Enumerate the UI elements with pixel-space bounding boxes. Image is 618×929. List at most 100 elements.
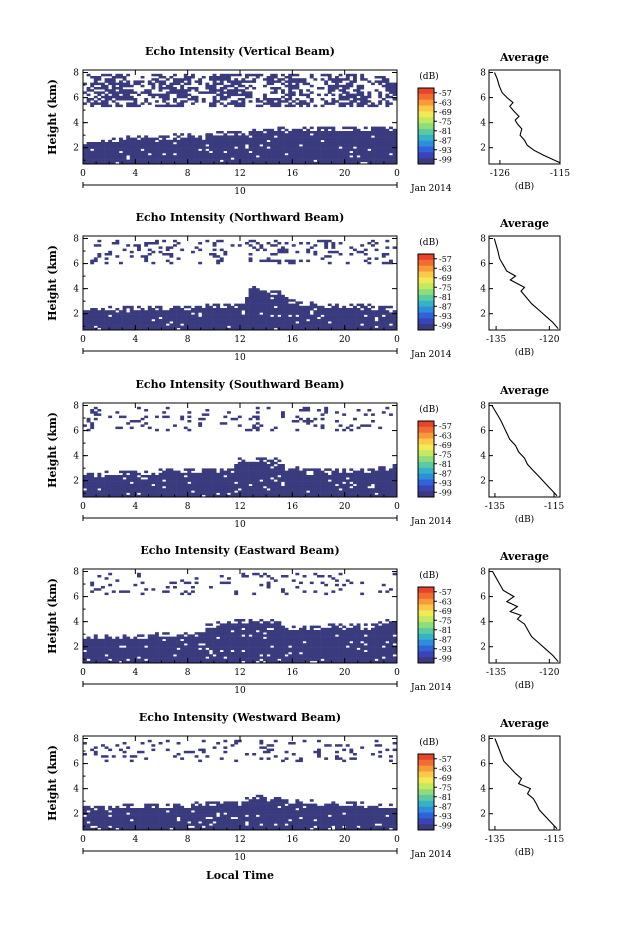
echo-cell — [367, 488, 372, 491]
echo-cell — [245, 80, 249, 83]
echo-cell — [144, 150, 149, 154]
echo-cell — [302, 142, 307, 145]
echo-cell — [187, 148, 192, 152]
echo-cell — [288, 137, 293, 141]
echo-cell — [119, 319, 123, 322]
echo-cell — [263, 323, 267, 326]
echo-cell — [137, 104, 141, 108]
echo-cell — [234, 144, 239, 147]
echo-cell — [227, 477, 231, 480]
echo-cell — [212, 157, 217, 160]
echo-cell — [353, 477, 357, 480]
echo-cell — [90, 150, 95, 154]
echo-cell — [299, 475, 303, 478]
echo-cell — [176, 319, 181, 322]
echo-cell — [378, 316, 383, 320]
echo-cell — [201, 641, 206, 644]
echo-cell — [270, 468, 275, 471]
echo-cell — [367, 159, 372, 163]
echo-cell — [147, 155, 152, 158]
echo-cell — [306, 323, 311, 326]
echo-cell — [281, 472, 285, 476]
echo-cell — [263, 310, 267, 313]
echo-cell — [248, 305, 253, 309]
echo-cell — [378, 468, 383, 471]
echo-cell — [320, 472, 325, 476]
echo-cell — [147, 93, 152, 97]
echo-cell — [209, 492, 213, 496]
echo-cell — [119, 488, 123, 491]
echo-cell — [320, 494, 325, 498]
echo-cell — [331, 102, 336, 105]
echo-cell — [302, 479, 307, 482]
echo-cell — [83, 319, 87, 322]
echo-cell — [137, 649, 141, 653]
echo-cell — [104, 257, 109, 260]
echo-cell — [140, 486, 145, 489]
echo-cell — [237, 155, 242, 158]
echo-cell — [223, 137, 228, 141]
echo-cell — [173, 80, 177, 83]
echo-cell — [119, 137, 123, 141]
echo-cell — [205, 475, 210, 478]
echo-cell — [183, 323, 188, 326]
echo-cell — [331, 131, 336, 134]
echo-cell — [327, 139, 332, 143]
echo-cell — [309, 159, 314, 163]
echo-cell — [270, 325, 275, 329]
echo-cell — [381, 411, 386, 414]
echo-cell — [327, 87, 332, 90]
echo-cell — [115, 146, 120, 149]
echo-cell — [216, 155, 221, 158]
echo-cell — [363, 488, 368, 491]
echo-cell — [270, 159, 275, 163]
echo-cell — [309, 327, 314, 331]
echo-cell — [234, 312, 239, 315]
echo-cell — [349, 314, 354, 318]
echo-cell — [266, 314, 271, 318]
echo-cell — [378, 95, 383, 99]
echo-cell — [126, 104, 131, 108]
x-tick-label: 16 — [287, 335, 299, 345]
echo-cell — [381, 305, 386, 309]
echo-cell — [371, 146, 375, 149]
echo-cell — [201, 327, 206, 331]
colorbar-swatch — [418, 444, 434, 451]
echo-cell — [273, 73, 278, 77]
echo-cell — [291, 131, 296, 134]
echo-cell — [97, 654, 102, 657]
echo-cell — [111, 316, 116, 320]
echo-cell — [129, 139, 134, 143]
echo-cell — [147, 483, 152, 487]
echo-cell — [173, 155, 177, 158]
echo-cell — [237, 477, 242, 480]
echo-cell — [273, 490, 278, 493]
echo-cell — [371, 479, 375, 482]
echo-cell — [335, 323, 339, 326]
echo-cell — [101, 488, 105, 491]
echo-cell — [284, 135, 289, 138]
echo-cell — [277, 297, 282, 300]
echo-cell — [93, 483, 98, 487]
echo-cell — [306, 325, 311, 329]
echo-cell — [198, 137, 203, 141]
echo-cell — [216, 483, 221, 487]
echo-cell — [158, 468, 163, 471]
echo-cell — [266, 301, 271, 304]
echo-cell — [133, 486, 138, 489]
colorbar-label: -81 — [439, 293, 452, 302]
echo-cell — [371, 472, 375, 476]
echo-cell — [353, 73, 357, 77]
echo-cell — [367, 146, 372, 149]
echo-cell — [320, 310, 325, 313]
echo-cell — [241, 139, 246, 143]
echo-cell — [288, 76, 293, 79]
echo-cell — [126, 161, 131, 165]
echo-cell — [320, 479, 325, 482]
echo-cell — [97, 319, 102, 322]
echo-cell — [129, 308, 134, 311]
echo-cell — [245, 488, 249, 491]
echo-cell — [101, 492, 105, 496]
echo-cell — [137, 323, 141, 326]
echo-cell — [183, 78, 188, 81]
